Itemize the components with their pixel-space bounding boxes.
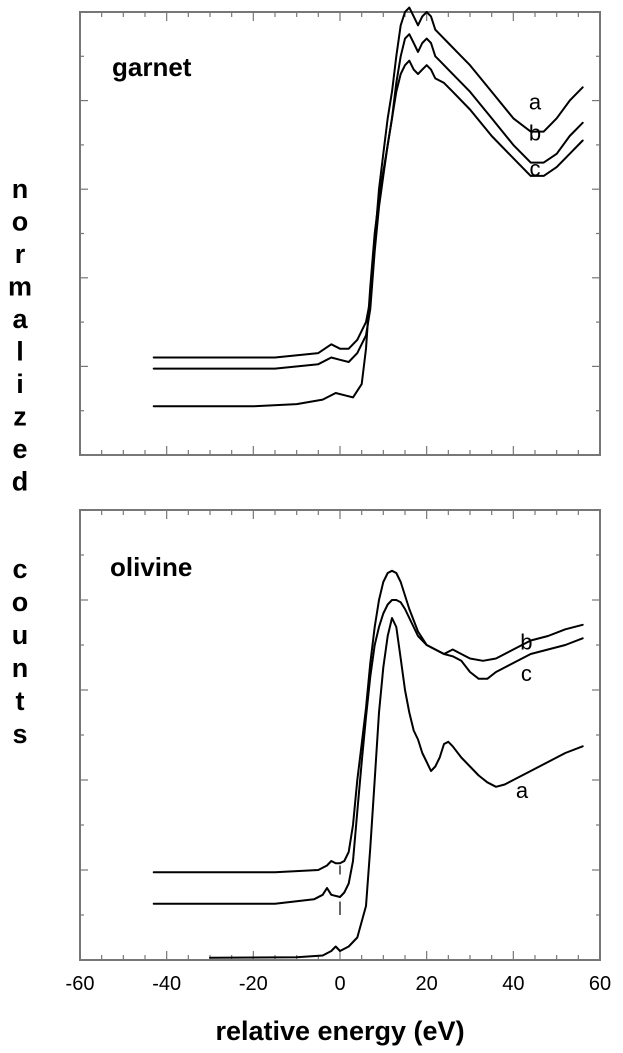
- curve-label-b: b: [520, 630, 532, 655]
- spectra-curves: [152, 6, 584, 959]
- garnet-series-a: [152, 6, 584, 359]
- y-label-letter: d: [12, 467, 29, 497]
- curve-label-a: a: [516, 778, 529, 803]
- x-tick-label: 40: [502, 973, 524, 995]
- garnet-series-c: [152, 59, 584, 408]
- y-label-letter: m: [8, 272, 32, 302]
- garnet-series-b: [152, 33, 584, 370]
- x-tick-label: 60: [589, 973, 611, 995]
- y-label-letter: o: [12, 207, 29, 237]
- x-tick-label: 20: [416, 973, 438, 995]
- y-label-letter: o: [12, 587, 29, 617]
- curve-label-c: c: [530, 156, 541, 181]
- y-label-letter: u: [12, 620, 29, 650]
- y-label-letter: z: [13, 402, 27, 432]
- x-tick-label: 0: [334, 973, 345, 995]
- y-label-letter: l: [16, 337, 24, 367]
- x-tick-labels: -60 -40 -20 0 20 40 60: [66, 973, 612, 995]
- y-label-letter: a: [12, 304, 28, 334]
- y-label-letter: c: [12, 554, 27, 584]
- x-axis-label: relative energy (eV): [215, 1016, 464, 1046]
- y-label-letter: t: [16, 686, 25, 716]
- axis-ticks: [79, 12, 601, 960]
- y-label-letter: n: [12, 653, 29, 683]
- olivine-panel-label: olivine: [110, 552, 192, 582]
- olivine-series-a: [209, 617, 584, 959]
- x-tick-label: -60: [66, 973, 95, 995]
- curve-label-b: b: [529, 120, 541, 145]
- y-label-letter: n: [12, 174, 29, 204]
- x-tick-label: -40: [152, 973, 181, 995]
- curve-label-a: a: [529, 89, 542, 114]
- y-label-letter: s: [12, 719, 27, 749]
- curve-label-c: c: [521, 661, 532, 686]
- y-label-letter: i: [16, 369, 24, 399]
- x-tick-label: -20: [239, 973, 268, 995]
- y-label-letter: r: [15, 239, 26, 269]
- olivine-series-c: [152, 599, 584, 905]
- y-label-letter: e: [12, 434, 27, 464]
- garnet-panel-label: garnet: [112, 52, 192, 82]
- olivine-series-b: [152, 569, 584, 874]
